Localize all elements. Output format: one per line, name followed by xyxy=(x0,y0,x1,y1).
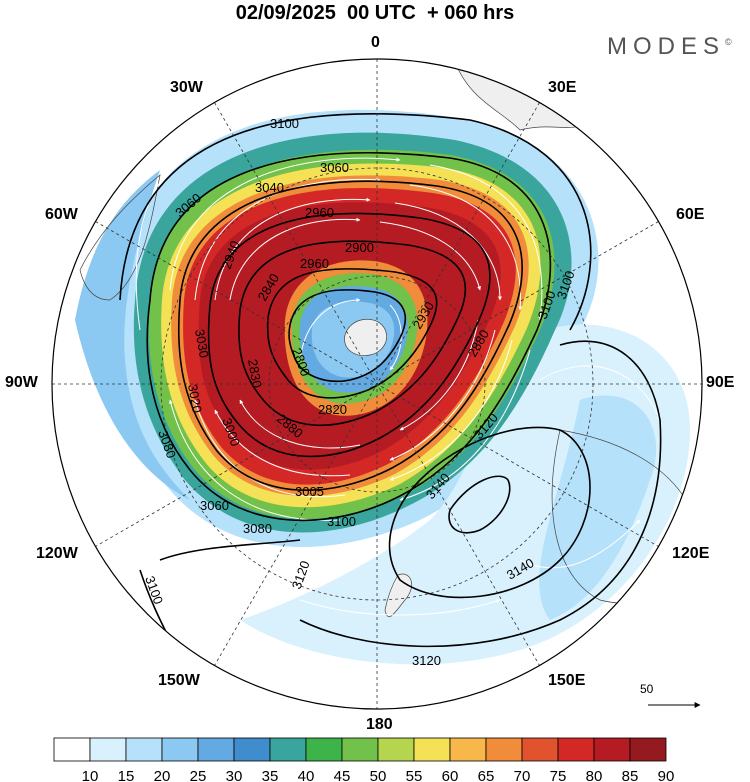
colorbar-swatch xyxy=(629,737,667,762)
colorbar-tick-label: 50 xyxy=(370,768,387,782)
contour-label: 3120 xyxy=(412,653,441,668)
longitude-label-90e: 90E xyxy=(706,374,735,391)
colorbar-swatch xyxy=(305,737,343,762)
contour-label: 3080 xyxy=(243,521,272,536)
south-america-land xyxy=(79,174,161,301)
colorbar-tick-label: 30 xyxy=(226,768,243,782)
map-title: 02/09/2025 00 UTC + 060 hrs xyxy=(235,2,515,24)
longitude-label-60w: 60W xyxy=(45,206,78,223)
colorbar-swatch xyxy=(557,737,595,762)
colorbar-tick-label: 75 xyxy=(550,768,567,782)
colorbar-tick-label: 65 xyxy=(478,768,495,782)
colorbar-swatch xyxy=(341,737,379,762)
height-contours xyxy=(119,113,662,648)
colorbar-swatch xyxy=(269,737,307,762)
antarctica-land xyxy=(344,318,387,356)
colorbar-tick-label: 60 xyxy=(442,768,459,782)
colorbar-tick-label: 25 xyxy=(190,768,207,782)
colorbar-tick-label: 10 xyxy=(82,768,99,782)
colorbar-tick-label: 90 xyxy=(658,768,675,782)
brand-logo: MODES© xyxy=(607,33,732,60)
contour-label: 3060 xyxy=(200,498,229,513)
contour-label: 2900 xyxy=(345,240,374,255)
contour-label: 2820 xyxy=(318,402,347,417)
longitude-label-30w: 30W xyxy=(170,79,203,96)
contour-label: 3040 xyxy=(255,180,284,195)
colorbar-swatch xyxy=(485,737,523,762)
colorbar-tick-label: 35 xyxy=(262,768,279,782)
longitude-label-0: 0 xyxy=(371,34,380,51)
colorbar-tick-label: 20 xyxy=(154,768,171,782)
contour-label: 2960 xyxy=(300,256,329,271)
colorbar-swatch xyxy=(161,737,199,762)
colorbar-tick-label: 15 xyxy=(118,768,135,782)
colorbar-tick-label: 85 xyxy=(622,768,639,782)
longitude-label-30e: 30E xyxy=(548,79,577,96)
contour-label: 3060 xyxy=(320,160,349,175)
longitude-label-180: 180 xyxy=(366,716,393,733)
contour-label: 3020 xyxy=(185,383,205,414)
colorbar-tick-label: 40 xyxy=(298,768,315,782)
contour-label: 3030 xyxy=(192,328,212,359)
colorbar-swatch xyxy=(521,737,559,762)
contour-label: 2830 xyxy=(245,358,265,389)
graticule xyxy=(52,59,702,709)
colorbar-swatch xyxy=(377,737,415,762)
map-disk xyxy=(52,59,702,709)
colorbar-tick-label: 45 xyxy=(334,768,351,782)
colorbar: 10 15 20 25 30 35 40 45 50 55 60 65 70 75 80 85 90 xyxy=(53,737,675,782)
colorbar-tick-label: 55 xyxy=(406,768,423,782)
longitude-label-90w: 90W xyxy=(5,374,38,391)
colorbar-tick-label: 80 xyxy=(586,768,603,782)
colorbar-swatch xyxy=(233,737,271,762)
longitude-label-120e: 120E xyxy=(672,545,710,562)
contour-label: 3100 xyxy=(327,514,356,529)
longitude-label-120w: 120W xyxy=(36,545,78,562)
wind-reference-label: 50 xyxy=(640,682,654,696)
contour-label: 3005 xyxy=(295,484,324,499)
colorbar-swatch xyxy=(89,737,127,762)
contour-label: 3100 xyxy=(270,116,299,131)
longitude-label-150w: 150W xyxy=(158,672,200,689)
colorbar-swatch xyxy=(593,737,631,762)
contour-label: 2960 xyxy=(305,205,334,220)
colorbar-swatch xyxy=(413,737,451,762)
longitude-label-150e: 150E xyxy=(548,672,586,689)
colorbar-swatch xyxy=(53,737,91,762)
colorbar-swatch xyxy=(197,737,235,762)
colorbar-swatch xyxy=(125,737,163,762)
colorbar-tick-label: 70 xyxy=(514,768,531,782)
colorbar-swatch xyxy=(449,737,487,762)
map-boundary xyxy=(51,58,703,710)
longitude-label-60e: 60E xyxy=(676,206,705,223)
